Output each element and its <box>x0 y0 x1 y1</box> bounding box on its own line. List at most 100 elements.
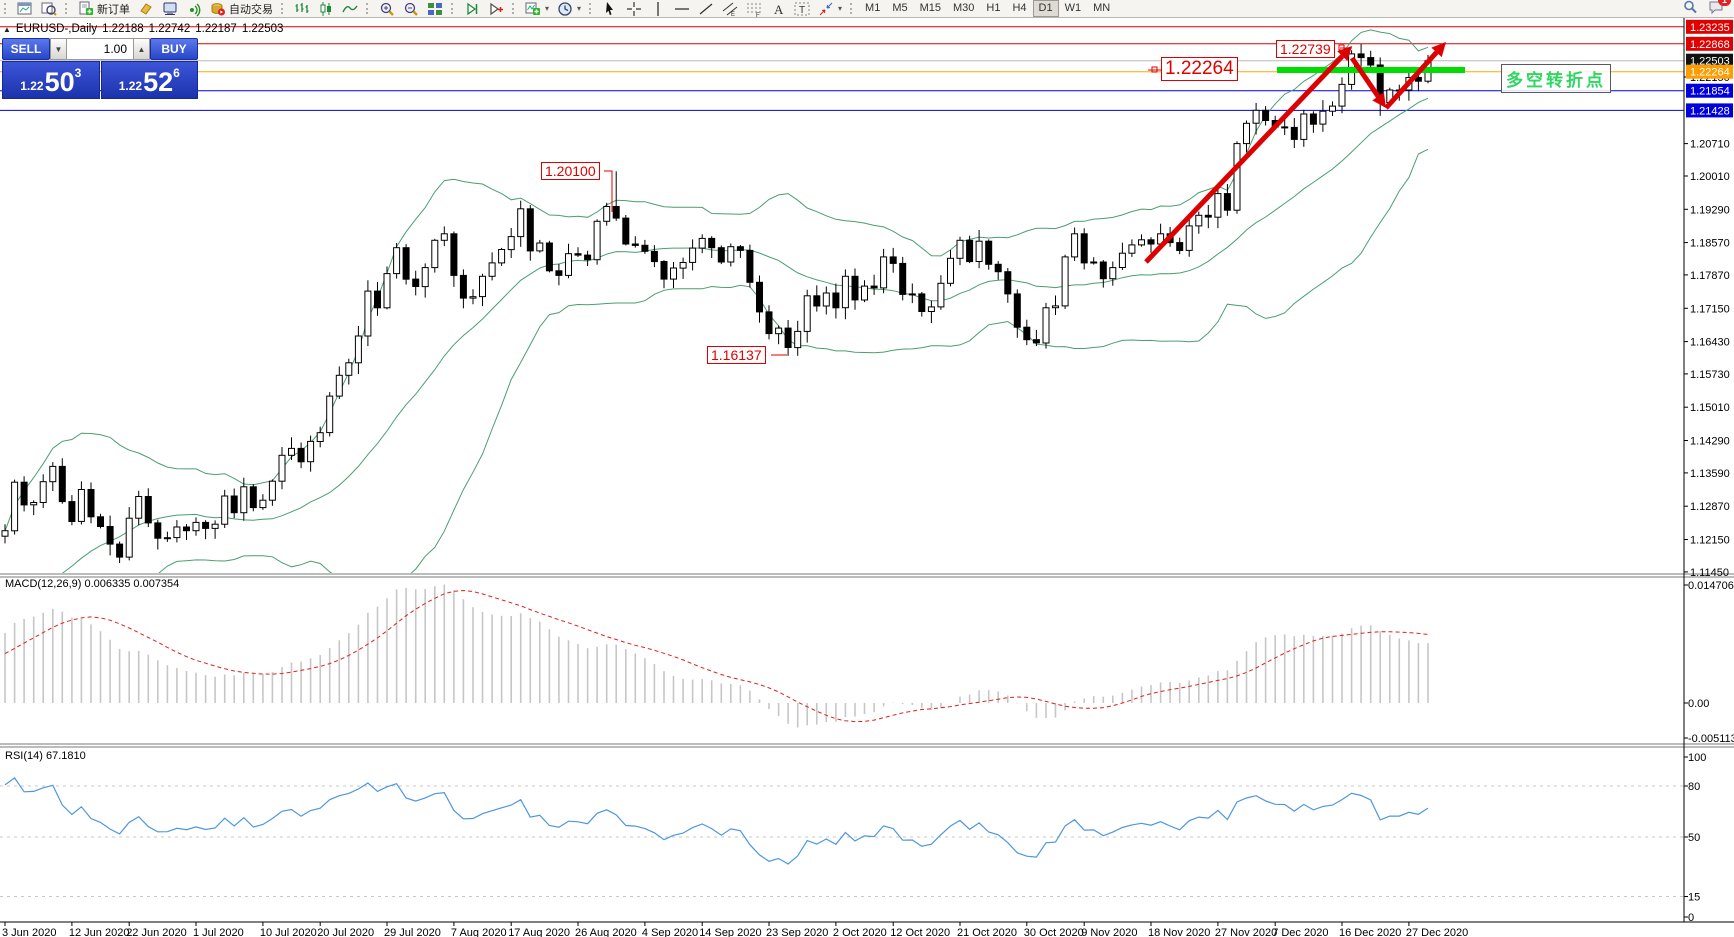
text-icon: A <box>774 2 784 17</box>
volume-input[interactable]: 1.00 <box>67 38 133 60</box>
price-annotation[interactable]: 1.16137 <box>707 346 766 365</box>
vertical-line-button[interactable] <box>646 0 670 18</box>
candles-chart-icon <box>320 1 331 16</box>
svg-text:3 Jun 2020: 3 Jun 2020 <box>2 927 56 937</box>
horizontal-line-icon <box>675 7 690 10</box>
svg-text:E: E <box>731 12 735 17</box>
autotrade-icon <box>211 2 225 15</box>
chart-window-icon <box>17 2 32 14</box>
periods-button[interactable]: ▾ <box>553 0 585 18</box>
tile-windows-button[interactable] <box>423 0 447 18</box>
sell-price-prefix: 1.22 <box>20 79 44 93</box>
chart-window-button[interactable] <box>13 0 37 18</box>
svg-text:1.20010: 1.20010 <box>1690 171 1730 183</box>
timeframe-m30-button[interactable]: M30 <box>953 2 975 14</box>
cursor-button[interactable] <box>598 0 622 18</box>
chat-button[interactable]: 1 <box>1708 0 1731 18</box>
timeframe-m5-button[interactable]: M5 <box>892 2 908 14</box>
buy-price-display[interactable]: 1.22 52 6 <box>100 61 198 99</box>
fibonacci-button[interactable]: F <box>742 0 766 18</box>
svg-text:1.21428: 1.21428 <box>1690 105 1730 117</box>
sell-price-display[interactable]: 1.22 50 3 <box>2 61 100 99</box>
zoom-in-icon <box>380 2 394 16</box>
svg-text:1.15730: 1.15730 <box>1690 369 1730 381</box>
svg-text:12 Jun 2020: 12 Jun 2020 <box>69 927 130 937</box>
market-watch-button[interactable] <box>37 0 61 18</box>
timeframe-mn-button[interactable]: MN <box>1093 2 1111 14</box>
svg-text:30 Oct 2020: 30 Oct 2020 <box>1024 927 1084 937</box>
volume-increase-button[interactable]: ▲ <box>133 38 150 60</box>
toolbar-right-icons: 1 <box>1682 0 1734 18</box>
sell-button[interactable]: SELL <box>2 38 50 60</box>
svg-text:9 Nov 2020: 9 Nov 2020 <box>1081 927 1137 937</box>
ohlc-low: 1.22187 <box>195 23 237 35</box>
svg-text:1.20710: 1.20710 <box>1690 139 1730 151</box>
step-forward-button[interactable] <box>460 0 484 18</box>
signals-button[interactable] <box>182 0 206 18</box>
svg-text:1 Jul 2020: 1 Jul 2020 <box>193 927 244 937</box>
timeframe-m15-button[interactable]: M15 <box>919 2 942 14</box>
zoom-in-button[interactable] <box>375 0 399 18</box>
zoom-out-button[interactable] <box>399 0 423 18</box>
svg-text:7 Dec 2020: 7 Dec 2020 <box>1272 927 1328 937</box>
indicators-add-button[interactable]: ▾ <box>521 0 553 18</box>
bars-chart-icon <box>295 2 309 13</box>
trendline-button[interactable] <box>694 0 718 18</box>
svg-text:100: 100 <box>1688 752 1706 764</box>
terminal-button[interactable] <box>158 0 182 18</box>
toolbar-grip <box>589 3 596 14</box>
macd-indicator-label: MACD(12,26,9) 0.006335 0.007354 <box>5 578 180 590</box>
arrows-icon <box>819 2 833 15</box>
styles-button[interactable] <box>134 0 158 18</box>
arrows-button[interactable]: ▾ <box>814 0 846 18</box>
ohlc-close: 1.22503 <box>241 23 284 35</box>
one-click-trading-panel: SELL ▼ 1.00 ▲ BUY 1.22 50 3 1.22 52 6 <box>2 38 198 99</box>
svg-text:4 Sep 2020: 4 Sep 2020 <box>642 927 698 937</box>
volume-decrease-button[interactable]: ▼ <box>50 38 67 60</box>
trendline-icon <box>699 3 713 14</box>
svg-text:26 Aug 2020: 26 Aug 2020 <box>575 927 637 937</box>
crosshair-icon <box>627 1 642 16</box>
price-annotation[interactable]: 1.20100 <box>541 162 600 181</box>
autotrade-label: 自动交易 <box>229 3 273 16</box>
candles-chart-button[interactable] <box>314 0 338 18</box>
timeframe-h1-button[interactable]: H1 <box>986 2 1001 14</box>
step-add-icon <box>490 2 503 15</box>
styles-icon <box>140 2 152 15</box>
line-chart-button[interactable] <box>338 0 362 18</box>
svg-text:1.22868: 1.22868 <box>1690 39 1730 51</box>
bars-chart-button[interactable] <box>290 0 314 18</box>
note-annotation[interactable]: 多空转折点 <box>1501 64 1611 93</box>
svg-text:10 Jul 2020: 10 Jul 2020 <box>260 927 317 937</box>
timeframe-h4-button[interactable]: H4 <box>1012 2 1027 14</box>
timeframe-d1-button[interactable]: D1 <box>1032 0 1059 17</box>
svg-text:1.14290: 1.14290 <box>1690 436 1730 448</box>
text-label-button[interactable]: T <box>790 0 814 18</box>
buy-button[interactable]: BUY <box>150 38 198 60</box>
price-annotation[interactable]: 1.22264 <box>1161 57 1238 81</box>
equidistant-channel-button[interactable]: E <box>718 0 742 18</box>
zoom-out-icon <box>404 2 418 16</box>
price-annotation[interactable]: 1.22739 <box>1276 40 1335 59</box>
svg-text:A: A <box>774 2 784 17</box>
horizontal-line-button[interactable] <box>670 0 694 18</box>
collapse-icon[interactable]: ▲ <box>3 24 11 34</box>
step-add-button[interactable] <box>484 0 508 18</box>
text-button[interactable]: A <box>766 0 790 18</box>
timeframe-m1-button[interactable]: M1 <box>865 2 881 14</box>
svg-text:1.17870: 1.17870 <box>1690 270 1730 282</box>
timeframe-w1-button[interactable]: W1 <box>1064 2 1082 14</box>
autotrade-button[interactable]: 自动交易 <box>206 0 277 18</box>
svg-text:7 Aug 2020: 7 Aug 2020 <box>451 927 507 937</box>
market-watch-icon <box>41 2 57 16</box>
crosshair-button[interactable] <box>622 0 646 18</box>
svg-text:27 Dec 2020: 27 Dec 2020 <box>1406 927 1468 937</box>
svg-text:15: 15 <box>1688 892 1700 904</box>
svg-text:21 Oct 2020: 21 Oct 2020 <box>957 927 1017 937</box>
svg-text:1.22264: 1.22264 <box>1690 67 1730 79</box>
search-button[interactable] <box>1682 0 1698 18</box>
svg-text:T: T <box>799 5 805 16</box>
indicators-add-icon <box>525 2 540 15</box>
new-order-button[interactable]: 新订单 <box>74 0 134 18</box>
